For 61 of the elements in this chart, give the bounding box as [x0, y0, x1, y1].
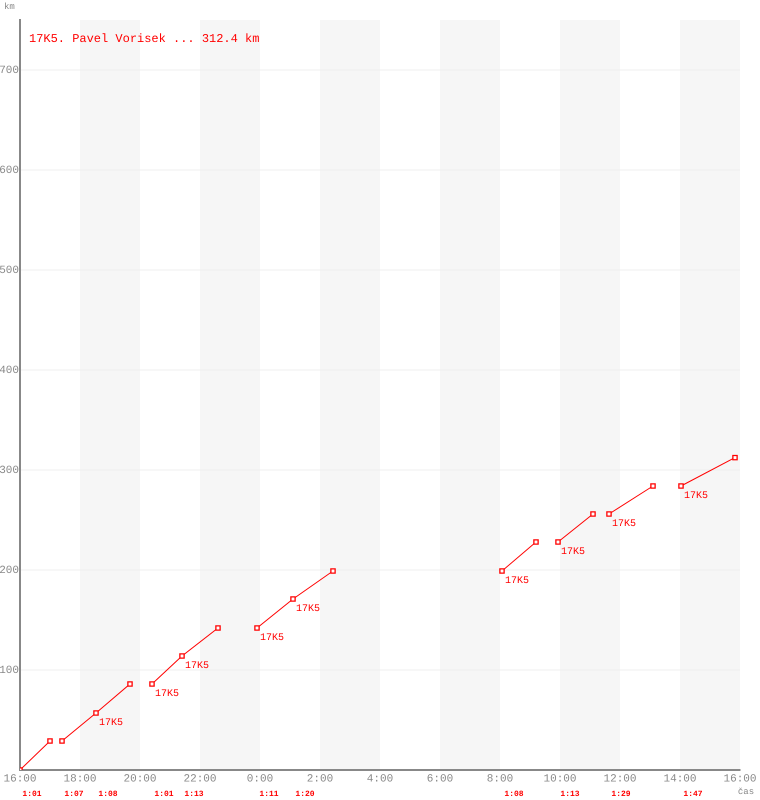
text: 1:01 — [22, 790, 42, 799]
x-tick-label: 4:00 — [366, 774, 394, 786]
point — [149, 681, 155, 687]
y-tick-label: 700 — [0, 64, 19, 77]
text: 1:47 — [683, 790, 703, 799]
point — [93, 710, 99, 716]
x-tick-label: 16:00 — [723, 774, 757, 786]
x-tick-label: 2:00 — [306, 774, 334, 786]
point — [650, 483, 656, 489]
point — [330, 568, 336, 574]
y-tick-label: 200 — [0, 564, 19, 577]
y-tick-label: 600 — [0, 164, 19, 177]
point — [499, 568, 505, 574]
annotation: 17K5 — [684, 491, 708, 502]
point — [606, 511, 612, 517]
point — [533, 539, 539, 545]
annotation: 17K5 — [612, 519, 636, 530]
point — [254, 625, 260, 631]
point — [215, 625, 221, 631]
x-tick-label: 22:00 — [183, 774, 217, 786]
point — [290, 596, 296, 602]
text: 17K5. Pavel Vorisek ... 312.4 km — [29, 32, 260, 46]
text: 1:20 — [295, 790, 315, 799]
text: 1:08 — [98, 790, 118, 799]
x-tick-label: 16:00 — [3, 774, 37, 786]
annotation: 17K5 — [99, 718, 124, 729]
y-tick-label: 100 — [0, 664, 19, 677]
annotation: 17K5 — [260, 633, 284, 644]
x-tick-label: 18:00 — [63, 774, 97, 786]
point — [127, 681, 133, 687]
x-tick-label: 14:00 — [663, 774, 697, 786]
point — [555, 539, 561, 545]
x-tick-label: 0:00 — [246, 774, 274, 786]
point — [47, 738, 53, 744]
point — [179, 653, 185, 659]
text: 1:13 — [560, 790, 580, 799]
x-tick-label: 12:00 — [603, 774, 637, 786]
annotation: 17K5 — [155, 689, 180, 700]
y-axis-title: km — [4, 2, 15, 12]
x-tick-label: 10:00 — [543, 774, 577, 786]
x-axis-title: čas — [738, 787, 754, 797]
x-tick-label: 20:00 — [123, 774, 157, 786]
text: 1:13 — [184, 790, 204, 799]
x-tick-label: 6:00 — [426, 774, 454, 786]
point — [678, 483, 684, 489]
y-tick-label: 400 — [0, 364, 19, 377]
annotation: 17K5 — [561, 547, 586, 558]
text: 1:01 — [154, 790, 174, 799]
y-tick-label: 500 — [0, 264, 19, 277]
text: 1:07 — [64, 790, 84, 799]
text: 1:08 — [504, 790, 524, 799]
annotation: 17K5 — [185, 661, 210, 672]
point — [732, 454, 738, 460]
text: 1:29 — [611, 790, 631, 799]
y-tick-label: 300 — [0, 464, 19, 477]
annotation: 17K5 — [296, 604, 320, 615]
text: 1:11 — [259, 790, 279, 799]
point — [590, 511, 596, 517]
annotation: 17K5 — [505, 576, 530, 587]
x-tick-label: 8:00 — [486, 774, 514, 786]
point — [59, 738, 65, 744]
